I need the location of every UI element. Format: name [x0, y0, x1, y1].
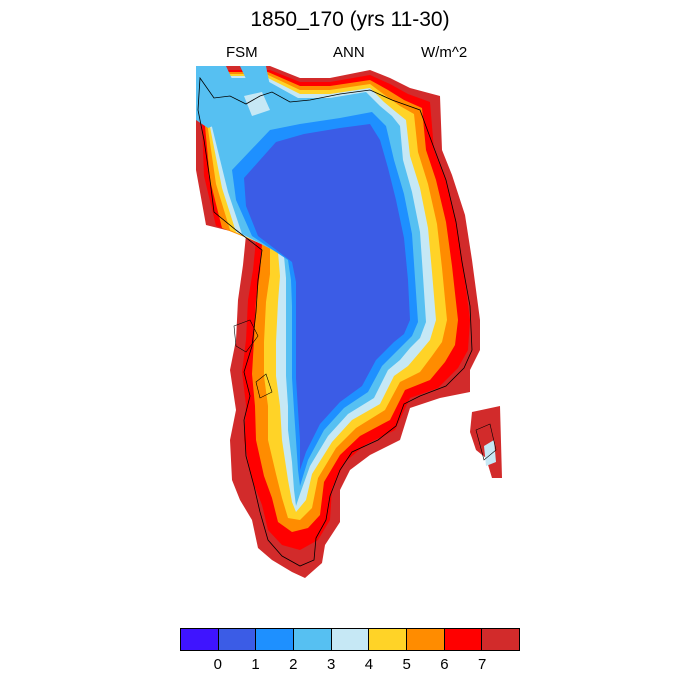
colorbar-tick-label: 5	[402, 656, 411, 673]
inner-coast-detail	[233, 319, 497, 461]
coastline	[197, 76, 473, 567]
northwest-patches	[196, 66, 270, 128]
variable-label: FSM	[226, 44, 258, 61]
season-label: ANN	[333, 44, 365, 61]
colorbar-tick-label: 2	[289, 656, 298, 673]
colorbar-box-7	[444, 629, 483, 650]
page-title: 1850_170 (yrs 11-30)	[250, 8, 450, 31]
map-field	[196, 66, 502, 578]
colorbar-box-4	[331, 629, 370, 650]
northwest-white-patch	[244, 92, 270, 116]
colorbar-box-2	[256, 629, 295, 650]
colorbar-box-3	[294, 629, 332, 650]
colorbar-tick-label: 0	[213, 656, 222, 673]
colorbar	[180, 628, 520, 651]
colorbar-tick-label: 6	[440, 656, 449, 673]
colorbar-tick-label: 4	[364, 656, 374, 673]
colorbar-box-1	[218, 629, 257, 650]
colorbar-tick-label: 1	[251, 656, 260, 673]
colorbar-tick-label: 7	[478, 656, 487, 673]
units-label: W/m^2	[421, 44, 468, 61]
east-island	[470, 406, 502, 478]
colorbar-tick-label: 3	[326, 656, 336, 673]
colorbar-box-8	[482, 629, 520, 650]
band-0-1	[244, 124, 410, 470]
colorbar-box-0	[181, 629, 219, 650]
colorbar-box-6	[407, 629, 445, 650]
colorbar-box-5	[369, 629, 408, 650]
east-island-light	[484, 440, 496, 466]
